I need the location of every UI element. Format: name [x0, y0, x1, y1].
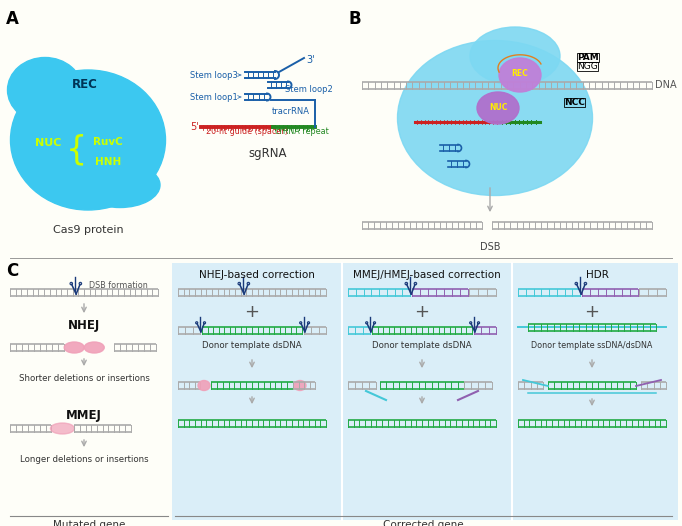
Text: Stem loop3: Stem loop3	[190, 70, 238, 79]
Ellipse shape	[50, 423, 74, 434]
Text: +: +	[245, 303, 259, 321]
Text: NGG: NGG	[577, 62, 597, 71]
Text: NCC: NCC	[564, 98, 585, 107]
Text: HNH: HNH	[95, 157, 121, 167]
Text: DNA: DNA	[655, 80, 677, 90]
Text: Donor template dsDNA: Donor template dsDNA	[202, 341, 302, 350]
Text: NUC: NUC	[35, 138, 61, 148]
Text: +: +	[415, 303, 430, 321]
Ellipse shape	[8, 57, 83, 123]
Text: B: B	[348, 10, 361, 28]
Text: {: {	[65, 134, 87, 167]
Text: RuvC: RuvC	[93, 137, 123, 147]
Ellipse shape	[80, 163, 160, 207]
Text: REC: REC	[512, 68, 529, 77]
Ellipse shape	[294, 380, 306, 390]
Text: 3': 3'	[306, 55, 314, 65]
Text: NHEJ-based correction: NHEJ-based correction	[199, 270, 315, 280]
Text: MMEJ: MMEJ	[66, 409, 102, 422]
Ellipse shape	[10, 70, 166, 210]
Text: 5': 5'	[190, 122, 198, 132]
Text: 20-nt guide (spacer): 20-nt guide (spacer)	[206, 127, 288, 136]
Text: Stem loop1: Stem loop1	[190, 93, 238, 102]
Bar	[172, 263, 678, 520]
Text: Mutated gene: Mutated gene	[53, 520, 125, 526]
Text: HDR: HDR	[586, 270, 608, 280]
Text: crRNA repeat: crRNA repeat	[275, 127, 329, 136]
Text: Stem loop2: Stem loop2	[285, 85, 333, 94]
Text: NHEJ: NHEJ	[68, 319, 100, 332]
Text: REC: REC	[72, 78, 98, 92]
Text: Corrected gene: Corrected gene	[383, 520, 463, 526]
Ellipse shape	[64, 342, 85, 353]
Ellipse shape	[477, 92, 519, 124]
Text: sgRNA: sgRNA	[249, 147, 287, 160]
Text: DSB: DSB	[479, 242, 501, 252]
Text: PAM: PAM	[577, 53, 599, 62]
Ellipse shape	[85, 342, 104, 353]
Text: Donor template dsDNA: Donor template dsDNA	[372, 341, 472, 350]
Text: tracrRNA: tracrRNA	[272, 106, 310, 116]
Text: Shorter deletions or insertions: Shorter deletions or insertions	[18, 374, 149, 383]
Text: MMEJ/HMEJ-based correction: MMEJ/HMEJ-based correction	[353, 270, 501, 280]
Ellipse shape	[398, 41, 593, 196]
Text: Cas9 protein: Cas9 protein	[53, 225, 123, 235]
Text: NUC: NUC	[489, 104, 507, 113]
Ellipse shape	[470, 27, 560, 85]
Text: Longer deletions or insertions: Longer deletions or insertions	[20, 455, 148, 464]
Text: A: A	[6, 10, 19, 28]
Text: C: C	[6, 262, 18, 280]
Ellipse shape	[499, 58, 541, 92]
Ellipse shape	[198, 380, 210, 390]
Text: Donor template ssDNA/dsDNA: Donor template ssDNA/dsDNA	[531, 341, 653, 350]
Text: DSB formation: DSB formation	[89, 281, 148, 290]
Text: +: +	[584, 303, 599, 321]
